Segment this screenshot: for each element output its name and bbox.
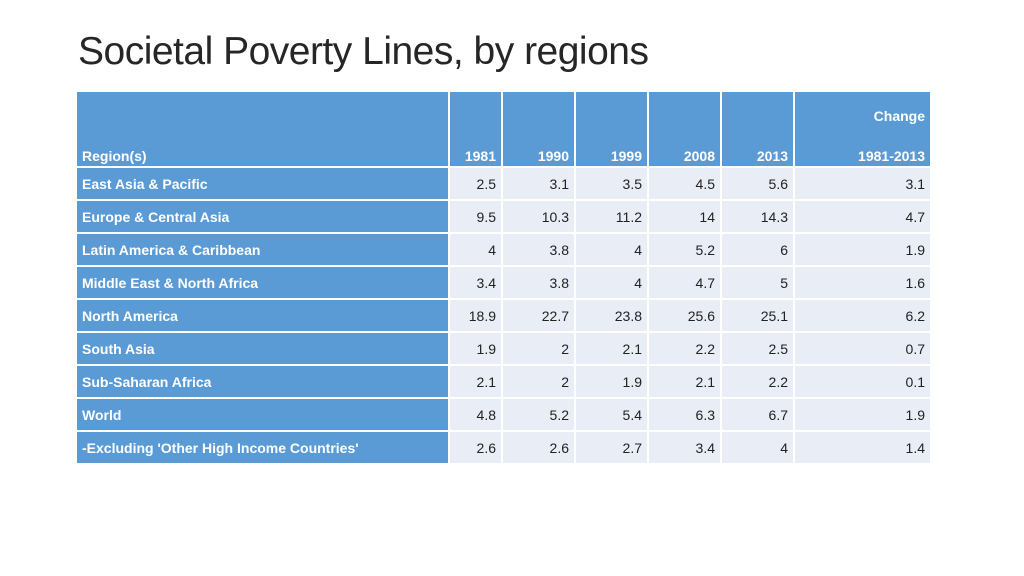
value-cell: 4.5 — [647, 166, 722, 201]
value-cell: 10.3 — [501, 199, 576, 234]
value-cell: 2 — [501, 364, 576, 399]
header-cell: Change 1981-2013 — [793, 90, 932, 168]
region-cell: North America — [75, 298, 450, 333]
value-cell: 4.7 — [647, 265, 722, 300]
region-cell: -Excluding 'Other High Income Countries' — [75, 430, 450, 465]
value-cell: 3.1 — [501, 166, 576, 201]
value-cell: 5 — [720, 265, 795, 300]
table-row: Latin America & Caribbean 4 3.8 4 5.2 6 1.9 — [75, 232, 932, 267]
value-cell: 3.5 — [574, 166, 649, 201]
table-row: Europe & Central Asia 9.5 10.3 11.2 14 14.3 4.… — [75, 199, 932, 234]
value-cell: 2.5 — [720, 331, 795, 366]
value-cell: 9.5 — [448, 199, 503, 234]
table-row: East Asia & Pacific 2.5 3.1 3.5 4.5 5.6 3.1 — [75, 166, 932, 201]
value-cell: 14 — [647, 199, 722, 234]
slide-title: Societal Poverty Lines, by regions — [78, 30, 649, 73]
value-cell: 2.6 — [501, 430, 576, 465]
table-row: North America 18.9 22.7 23.8 25.6 25.1 6.2 — [75, 298, 932, 333]
header-row: Region(s) 1981 1990 1999 2008 2013 Change 1981-… — [75, 90, 932, 168]
value-cell: 1.9 — [448, 331, 503, 366]
header-cell: 1990 — [501, 90, 576, 168]
value-cell: 11.2 — [574, 199, 649, 234]
value-cell: 2.6 — [448, 430, 503, 465]
value-cell: 25.6 — [647, 298, 722, 333]
value-cell: 2 — [501, 331, 576, 366]
value-cell: 2.1 — [574, 331, 649, 366]
value-cell: 5.4 — [574, 397, 649, 432]
value-cell: 6.3 — [647, 397, 722, 432]
table-row: World 4.8 5.2 5.4 6.3 6.7 1.9 — [75, 397, 932, 432]
header-cell: 2008 — [647, 90, 722, 168]
value-cell: 0.1 — [793, 364, 932, 399]
value-cell: 5.6 — [720, 166, 795, 201]
value-cell: 4.7 — [793, 199, 932, 234]
value-cell: 1.4 — [793, 430, 932, 465]
value-cell: 6 — [720, 232, 795, 267]
value-cell: 3.4 — [647, 430, 722, 465]
table-row: South Asia 1.9 2 2.1 2.2 2.5 0.7 — [75, 331, 932, 366]
value-cell: 23.8 — [574, 298, 649, 333]
region-cell: Europe & Central Asia — [75, 199, 450, 234]
table-row: -Excluding 'Other High Income Countries'… — [75, 430, 932, 465]
value-cell: 3.8 — [501, 265, 576, 300]
value-cell: 1.9 — [793, 232, 932, 267]
value-cell: 6.2 — [793, 298, 932, 333]
region-cell: South Asia — [75, 331, 450, 366]
data-table: Region(s) 1981 1990 1999 2008 2013 Change 1981-… — [75, 90, 932, 465]
value-cell: 2.5 — [448, 166, 503, 201]
value-cell: 2.7 — [574, 430, 649, 465]
value-cell: 6.7 — [720, 397, 795, 432]
header-text: Change — [873, 108, 925, 124]
value-cell: 4 — [448, 232, 503, 267]
region-cell: Latin America & Caribbean — [75, 232, 450, 267]
value-cell: 3.8 — [501, 232, 576, 267]
table-row: Middle East & North Africa 3.4 3.8 4 4.7 5 1.6 — [75, 265, 932, 300]
value-cell: 2.1 — [647, 364, 722, 399]
value-cell: 2.2 — [647, 331, 722, 366]
header-cell: 1999 — [574, 90, 649, 168]
region-cell: East Asia & Pacific — [75, 166, 450, 201]
header-cell: Region(s) — [75, 90, 450, 168]
value-cell: 1.9 — [793, 397, 932, 432]
value-cell: 5.2 — [501, 397, 576, 432]
value-cell: 4 — [574, 232, 649, 267]
value-cell: 0.7 — [793, 331, 932, 366]
value-cell: 14.3 — [720, 199, 795, 234]
value-cell: 4.8 — [448, 397, 503, 432]
value-cell: 18.9 — [448, 298, 503, 333]
value-cell: 25.1 — [720, 298, 795, 333]
region-cell: World — [75, 397, 450, 432]
value-cell: 4 — [720, 430, 795, 465]
region-cell: Sub-Saharan Africa — [75, 364, 450, 399]
value-cell: 1.6 — [793, 265, 932, 300]
value-cell: 5.2 — [647, 232, 722, 267]
value-cell: 3.1 — [793, 166, 932, 201]
region-cell: Middle East & North Africa — [75, 265, 450, 300]
value-cell: 1.9 — [574, 364, 649, 399]
value-cell: 2.1 — [448, 364, 503, 399]
table-row: Sub-Saharan Africa 2.1 2 1.9 2.1 2.2 0.1 — [75, 364, 932, 399]
header-cell: 2013 — [720, 90, 795, 168]
header-text: 1981-2013 — [858, 148, 925, 164]
value-cell: 22.7 — [501, 298, 576, 333]
header-cell: 1981 — [448, 90, 503, 168]
value-cell: 2.2 — [720, 364, 795, 399]
value-cell: 4 — [574, 265, 649, 300]
value-cell: 3.4 — [448, 265, 503, 300]
